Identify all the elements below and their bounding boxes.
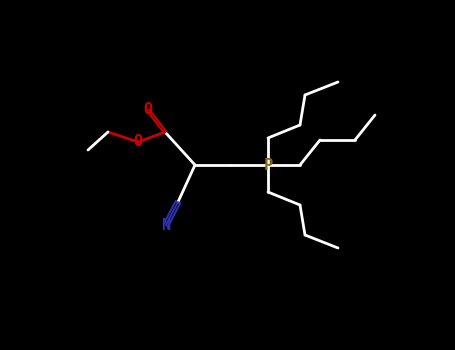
Text: N: N: [162, 217, 171, 232]
Text: O: O: [133, 134, 142, 149]
Text: P: P: [263, 158, 273, 173]
Text: O: O: [143, 103, 152, 118]
